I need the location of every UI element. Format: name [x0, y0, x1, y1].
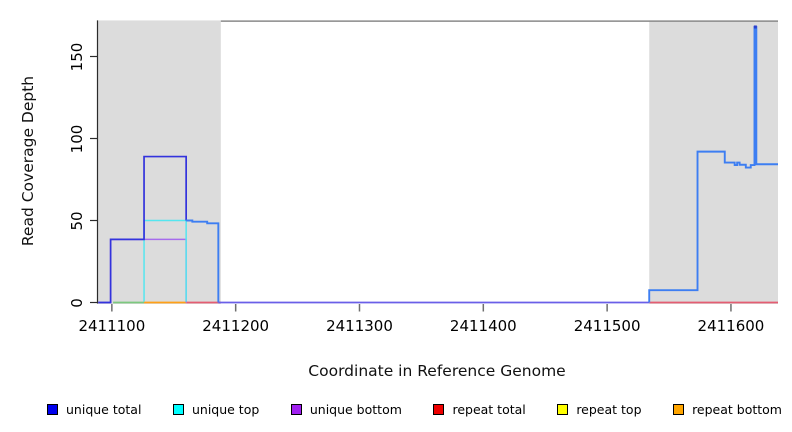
x-tick-label: 2411500 — [573, 317, 641, 335]
legend-label: unique total — [66, 401, 142, 417]
legend-swatch-icon — [172, 403, 184, 415]
x-tick-label: 2411200 — [202, 317, 270, 335]
legend: unique total unique top unique bottom repea… — [0, 398, 792, 420]
y-tick-label: 0 — [68, 297, 86, 308]
series-unique-total-right — [648, 26, 778, 303]
x-tick-label: 2411600 — [697, 317, 765, 335]
legend-swatch-icon — [673, 403, 685, 415]
legend-item-unique-bottom: unique bottom — [290, 401, 402, 417]
legend-item-repeat-top: repeat top — [557, 401, 642, 417]
legend-label: unique top — [191, 401, 260, 417]
y-tick-label: 50 — [68, 210, 86, 231]
y-tick-label: 100 — [68, 124, 86, 153]
legend-label: repeat top — [576, 401, 642, 417]
legend-item-unique-top: unique top — [172, 401, 260, 417]
series-unique-top — [143, 219, 187, 302]
legend-item-unique-total: unique total — [47, 402, 141, 417]
x-tick-label: 2411400 — [449, 317, 517, 335]
series-unique-total-left — [98, 155, 187, 304]
left-shaded-region — [97, 20, 221, 304]
legend-item-repeat-total: repeat total — [433, 401, 526, 417]
y-axis-title: Read Coverage Depth — [19, 75, 37, 247]
legend-label: unique bottom — [309, 401, 402, 417]
legend-swatch-icon — [290, 403, 302, 415]
legend-item-repeat-bottom: repeat bottom — [673, 402, 782, 417]
legend-label: repeat total — [452, 401, 526, 417]
legend-swatch-icon — [433, 403, 445, 415]
legend-swatch-icon — [47, 403, 58, 415]
legend-swatch-icon — [557, 403, 569, 415]
right-shaded-region — [649, 20, 778, 304]
spike-cap-marker — [753, 25, 757, 29]
x-tick-label: 2411100 — [78, 317, 146, 335]
x-axis-title: Coordinate in Reference Genome — [308, 362, 566, 380]
series-unique-total-tail — [186, 219, 220, 303]
x-tick-label: 2411300 — [326, 317, 393, 335]
y-tick-label: 150 — [68, 42, 86, 71]
legend-label: repeat bottom — [692, 401, 782, 417]
